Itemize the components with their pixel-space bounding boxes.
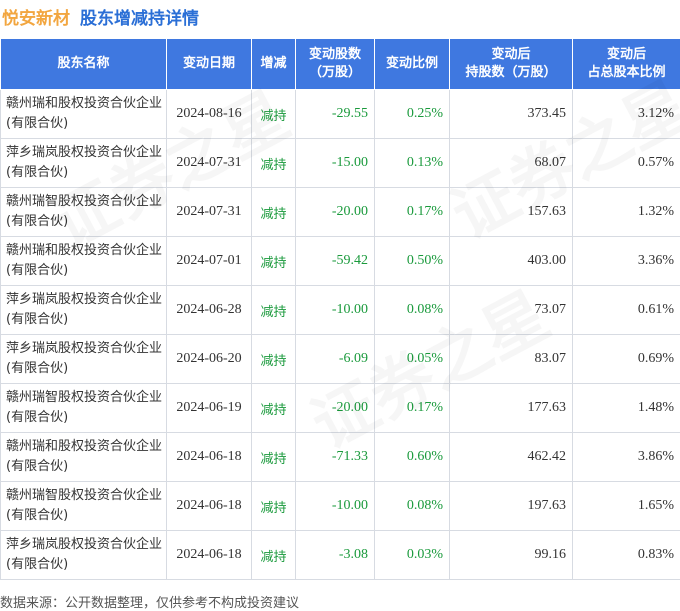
change-direction: 减持 xyxy=(252,482,296,531)
col-header-change-shares: 变动股数（万股） xyxy=(296,39,375,90)
change-shares: -15.00 xyxy=(296,139,375,188)
col-header-after-ratio: 变动后占总股本比例 xyxy=(573,39,680,90)
after-ratio: 1.48% xyxy=(573,384,680,433)
after-ratio: 3.12% xyxy=(573,90,680,139)
change-ratio: 0.25% xyxy=(375,90,450,139)
title-bar: 悦安新材 股东增减持详情 xyxy=(0,2,199,30)
holder-name: 萍乡瑞岚股权投资合伙企业(有限合伙) xyxy=(1,139,167,188)
change-direction: 减持 xyxy=(252,335,296,384)
after-ratio: 0.69% xyxy=(573,335,680,384)
company-name: 悦安新材 xyxy=(2,4,70,29)
holder-name: 赣州瑞和股权投资合伙企业(有限合伙) xyxy=(1,237,167,286)
col-header-change-ratio: 变动比例 xyxy=(375,39,450,90)
after-ratio: 3.36% xyxy=(573,237,680,286)
after-shares: 68.07 xyxy=(450,139,573,188)
change-date: 2024-07-01 xyxy=(167,237,252,286)
change-shares: -59.42 xyxy=(296,237,375,286)
change-date: 2024-06-19 xyxy=(167,384,252,433)
page-title: 股东增减持详情 xyxy=(80,4,199,29)
after-shares: 99.16 xyxy=(450,531,573,580)
after-ratio: 3.86% xyxy=(573,433,680,482)
holdings-table: 股东名称变动日期增减变动股数（万股）变动比例变动后持股数（万股）变动后占总股本比… xyxy=(0,38,680,580)
holder-name: 赣州瑞智股权投资合伙企业(有限合伙) xyxy=(1,188,167,237)
change-direction: 减持 xyxy=(252,433,296,482)
change-shares: -6.09 xyxy=(296,335,375,384)
change-date: 2024-07-31 xyxy=(167,139,252,188)
change-ratio: 0.13% xyxy=(375,139,450,188)
change-direction: 减持 xyxy=(252,531,296,580)
change-ratio: 0.17% xyxy=(375,384,450,433)
change-date: 2024-06-28 xyxy=(167,286,252,335)
after-shares: 83.07 xyxy=(450,335,573,384)
holder-name: 赣州瑞智股权投资合伙企业(有限合伙) xyxy=(1,482,167,531)
data-source-note: 数据来源：公开数据整理，仅供参考不构成投资建议 xyxy=(0,592,299,611)
change-ratio: 0.05% xyxy=(375,335,450,384)
change-date: 2024-06-18 xyxy=(167,433,252,482)
holder-name: 赣州瑞智股权投资合伙企业(有限合伙) xyxy=(1,384,167,433)
after-shares: 462.42 xyxy=(450,433,573,482)
change-direction: 减持 xyxy=(252,237,296,286)
change-ratio: 0.17% xyxy=(375,188,450,237)
col-header-holder-name: 股东名称 xyxy=(1,39,167,90)
after-ratio: 1.32% xyxy=(573,188,680,237)
change-shares: -20.00 xyxy=(296,188,375,237)
after-ratio: 0.83% xyxy=(573,531,680,580)
holdings-table-container: 股东名称变动日期增减变动股数（万股）变动比例变动后持股数（万股）变动后占总股本比… xyxy=(0,38,680,580)
after-ratio: 1.65% xyxy=(573,482,680,531)
holder-name: 萍乡瑞岚股权投资合伙企业(有限合伙) xyxy=(1,531,167,580)
change-date: 2024-06-18 xyxy=(167,531,252,580)
change-shares: -3.08 xyxy=(296,531,375,580)
change-direction: 减持 xyxy=(252,384,296,433)
change-shares: -10.00 xyxy=(296,286,375,335)
change-date: 2024-08-16 xyxy=(167,90,252,139)
col-header-after-shares: 变动后持股数（万股） xyxy=(450,39,573,90)
change-shares: -29.55 xyxy=(296,90,375,139)
change-direction: 减持 xyxy=(252,90,296,139)
holder-name: 赣州瑞和股权投资合伙企业(有限合伙) xyxy=(1,90,167,139)
change-ratio: 0.60% xyxy=(375,433,450,482)
change-shares: -20.00 xyxy=(296,384,375,433)
change-date: 2024-07-31 xyxy=(167,188,252,237)
after-shares: 403.00 xyxy=(450,237,573,286)
holder-name: 赣州瑞和股权投资合伙企业(有限合伙) xyxy=(1,433,167,482)
change-ratio: 0.08% xyxy=(375,286,450,335)
after-shares: 373.45 xyxy=(450,90,573,139)
change-shares: -10.00 xyxy=(296,482,375,531)
holder-name: 萍乡瑞岚股权投资合伙企业(有限合伙) xyxy=(1,335,167,384)
holder-name: 萍乡瑞岚股权投资合伙企业(有限合伙) xyxy=(1,286,167,335)
after-shares: 177.63 xyxy=(450,384,573,433)
after-ratio: 0.61% xyxy=(573,286,680,335)
after-shares: 73.07 xyxy=(450,286,573,335)
after-shares: 197.63 xyxy=(450,482,573,531)
after-shares: 157.63 xyxy=(450,188,573,237)
after-ratio: 0.57% xyxy=(573,139,680,188)
change-date: 2024-06-18 xyxy=(167,482,252,531)
change-shares: -71.33 xyxy=(296,433,375,482)
change-ratio: 0.03% xyxy=(375,531,450,580)
col-header-change-date: 变动日期 xyxy=(167,39,252,90)
col-header-direction: 增减 xyxy=(252,39,296,90)
change-direction: 减持 xyxy=(252,188,296,237)
change-date: 2024-06-20 xyxy=(167,335,252,384)
change-direction: 减持 xyxy=(252,286,296,335)
change-ratio: 0.50% xyxy=(375,237,450,286)
table-header-row: 股东名称变动日期增减变动股数（万股）变动比例变动后持股数（万股）变动后占总股本比… xyxy=(1,39,680,90)
change-ratio: 0.08% xyxy=(375,482,450,531)
change-direction: 减持 xyxy=(252,139,296,188)
